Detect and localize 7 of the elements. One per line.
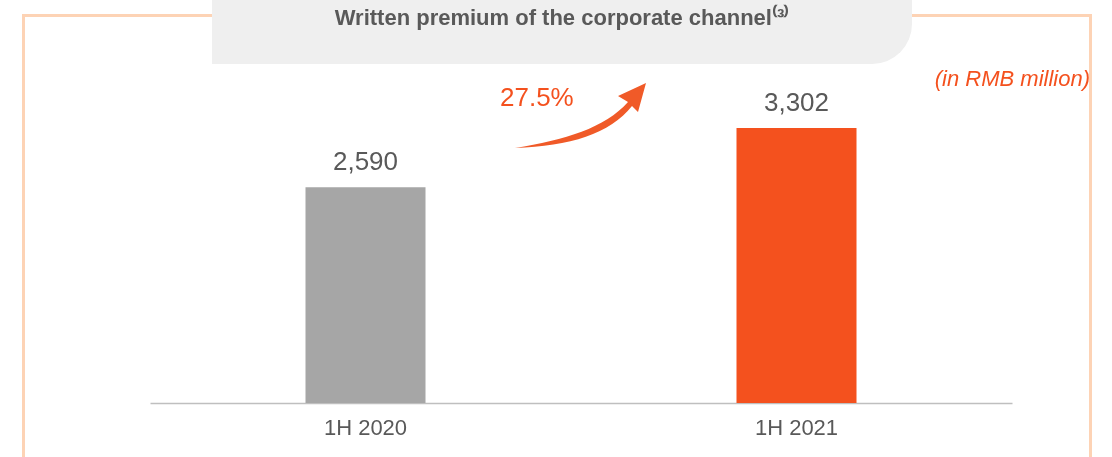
- data-label: 2,590: [332, 146, 399, 177]
- data-label: 3,302: [763, 87, 830, 117]
- x-tick-label: 1H 2020: [323, 414, 408, 440]
- x-tick-label: 1H 2021: [754, 414, 839, 440]
- text: 27.5%: [500, 82, 574, 113]
- chart-title: Written premium of the corporate channel⁽³⁾: [212, 0, 912, 64]
- text: (in RMB million): [934, 66, 1090, 92]
